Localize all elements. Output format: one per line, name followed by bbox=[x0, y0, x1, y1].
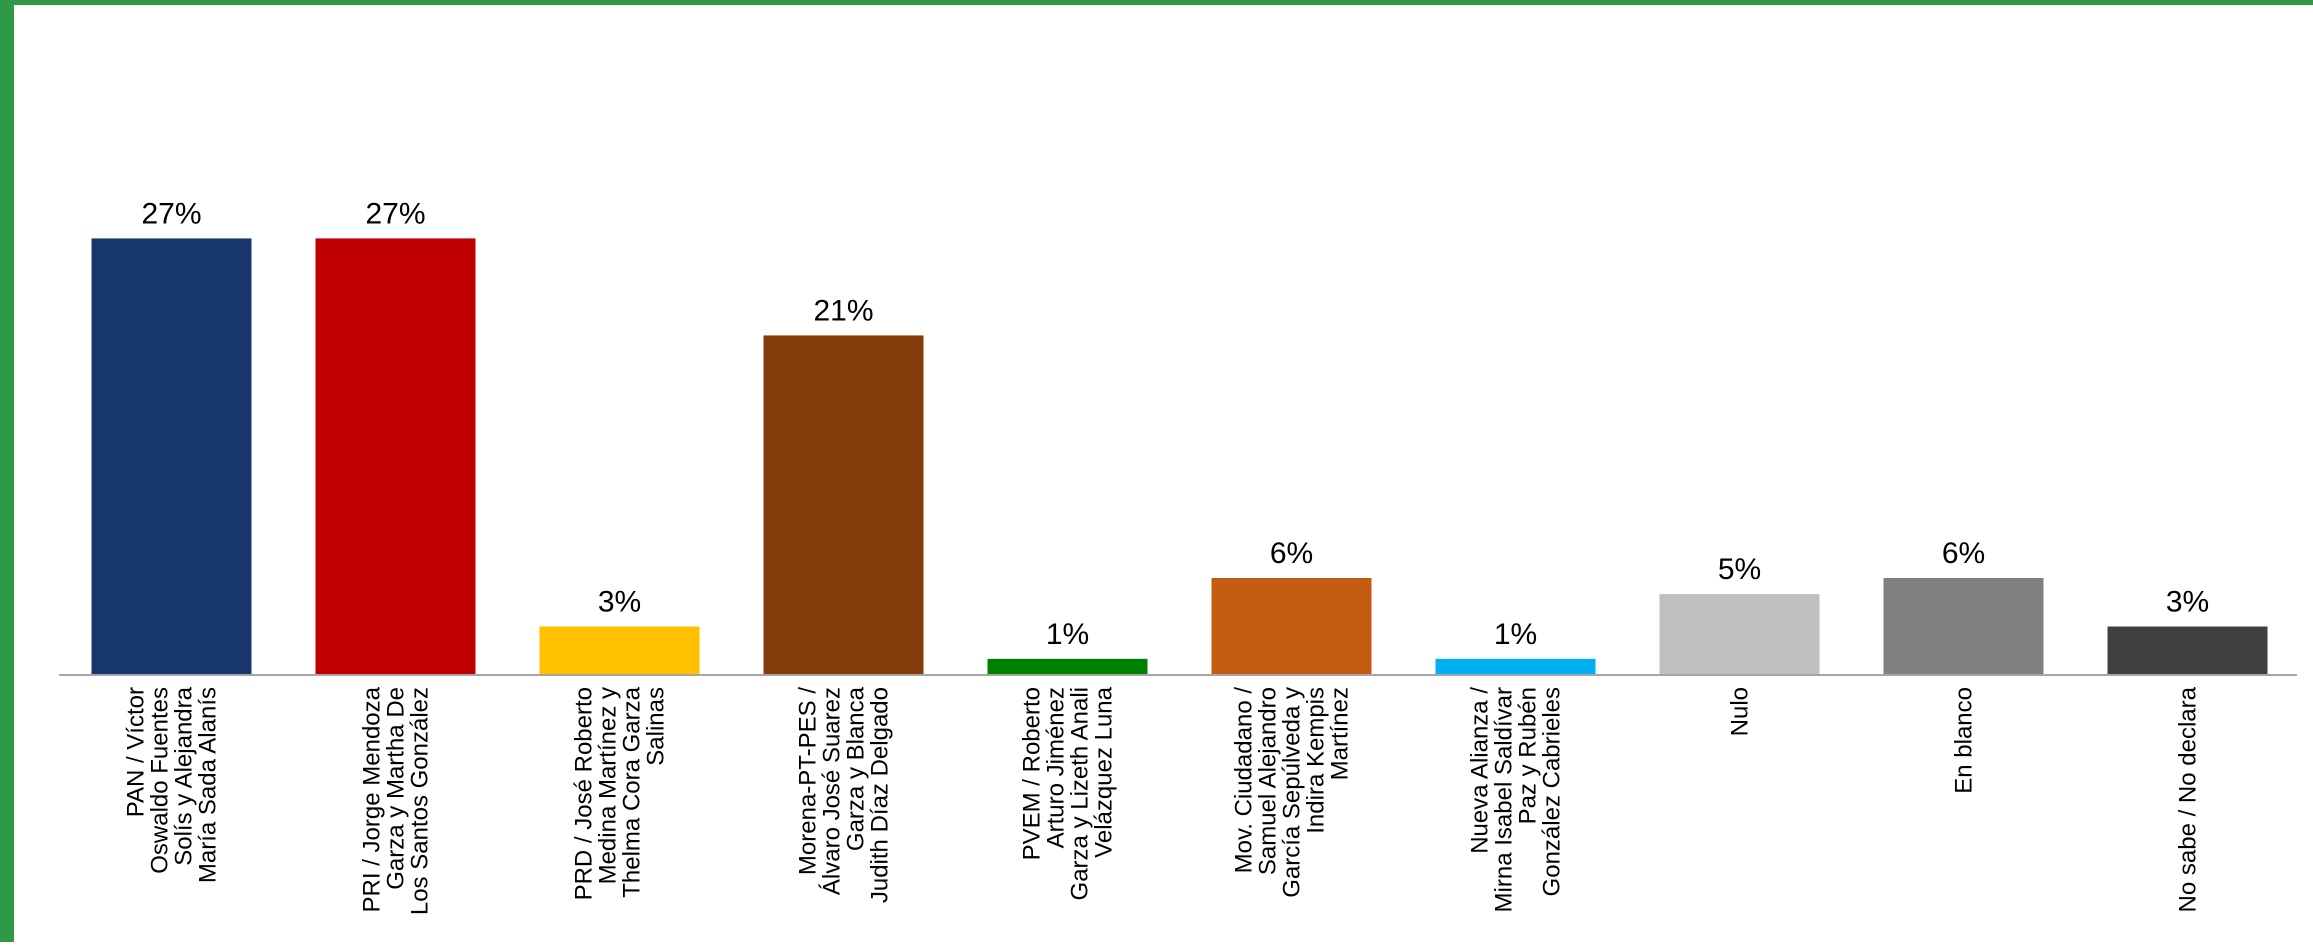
category-label-line: PVEM / Roberto bbox=[1019, 687, 1046, 860]
bar-0 bbox=[91, 238, 252, 675]
value-label-6: 1% bbox=[1494, 618, 1537, 651]
category-label-line: PAN / Víctor bbox=[123, 687, 150, 817]
category-label-line: Samuel Alejandro bbox=[1255, 687, 1282, 875]
category-label-line: Mirna Isabel Saldívar bbox=[1491, 687, 1518, 912]
category-label-line: Mov. Ciudadano / bbox=[1231, 687, 1258, 874]
category-label-line: Nulo bbox=[1727, 687, 1754, 736]
value-labels-group: 27% 27% 3% 21% 1% 6% 1% 5% 6% 3% bbox=[141, 197, 2209, 650]
category-label-line: Velázquez Luna bbox=[1091, 686, 1118, 857]
category-label-line: PRI / Jorge Mendoza bbox=[359, 686, 386, 912]
category-label-line: Morena-PT-PES / bbox=[795, 687, 822, 875]
category-label-8: En blanco bbox=[1951, 687, 1978, 794]
value-label-1: 27% bbox=[365, 197, 425, 230]
category-label-line: Medina Martínez y bbox=[595, 687, 622, 884]
bar-7 bbox=[1659, 594, 1820, 675]
category-label-line: Thelma Cora Garza bbox=[619, 686, 646, 897]
bar-5 bbox=[1211, 577, 1372, 675]
category-label-7: Nulo bbox=[1727, 687, 1754, 736]
category-label-line: Garza y Martha De bbox=[383, 687, 410, 890]
value-label-2: 3% bbox=[598, 585, 641, 618]
category-label-line: Garza y Blanca bbox=[843, 686, 870, 851]
category-label-6: Nueva Alianza /Mirna Isabel SaldívarPaz … bbox=[1467, 687, 1566, 913]
category-label-line: Martínez bbox=[1327, 687, 1354, 780]
value-label-5: 6% bbox=[1270, 537, 1313, 570]
category-label-line: No sabe / No declara bbox=[2175, 686, 2202, 912]
category-label-line: Nueva Alianza / bbox=[1467, 687, 1494, 854]
category-label-line: Judith Díaz Delgado bbox=[867, 687, 894, 903]
category-label-line: Los Santos González bbox=[407, 687, 434, 915]
category-label-line: González Cabrieles bbox=[1539, 687, 1566, 896]
bar-4 bbox=[987, 658, 1148, 675]
category-label-line: Álvaro José Suarez bbox=[819, 687, 846, 895]
category-label-line: Arturo Jiménez bbox=[1043, 687, 1070, 848]
category-label-line: Paz y Rubén bbox=[1515, 687, 1542, 824]
category-label-line: Salinas bbox=[643, 687, 670, 766]
bar-9 bbox=[2107, 626, 2268, 675]
category-label-line: En blanco bbox=[1951, 687, 1978, 794]
bar-3 bbox=[763, 335, 924, 675]
value-label-9: 3% bbox=[2166, 585, 2209, 618]
category-label-line: PRD / José Roberto bbox=[571, 687, 598, 900]
value-label-0: 27% bbox=[141, 197, 201, 230]
category-label-line: María Sada Alanís bbox=[195, 687, 222, 883]
value-label-8: 6% bbox=[1942, 537, 1985, 570]
category-label-9: No sabe / No declara bbox=[2175, 686, 2202, 912]
category-label-line: Garza y Lizeth Anali bbox=[1067, 687, 1094, 900]
category-label-line: García Sepúlveda y bbox=[1279, 687, 1306, 898]
bar-6 bbox=[1435, 658, 1596, 675]
category-label-line: Oswaldo Fuentes bbox=[147, 687, 174, 874]
value-label-3: 21% bbox=[813, 294, 873, 327]
category-label-line: Solís y Alejandra bbox=[171, 686, 198, 865]
bar-2 bbox=[539, 626, 700, 675]
value-label-7: 5% bbox=[1718, 553, 1761, 586]
value-label-4: 1% bbox=[1046, 618, 1089, 651]
bar-1 bbox=[315, 238, 476, 675]
category-label-line: Indira Kempis bbox=[1303, 687, 1330, 834]
bar-chart: 27% 27% 3% 21% 1% 6% 1% 5% 6% 3% PAN / VíctorOswa… bbox=[59, 197, 2297, 915]
bar-8 bbox=[1883, 577, 2044, 675]
bars-group bbox=[91, 238, 2268, 675]
